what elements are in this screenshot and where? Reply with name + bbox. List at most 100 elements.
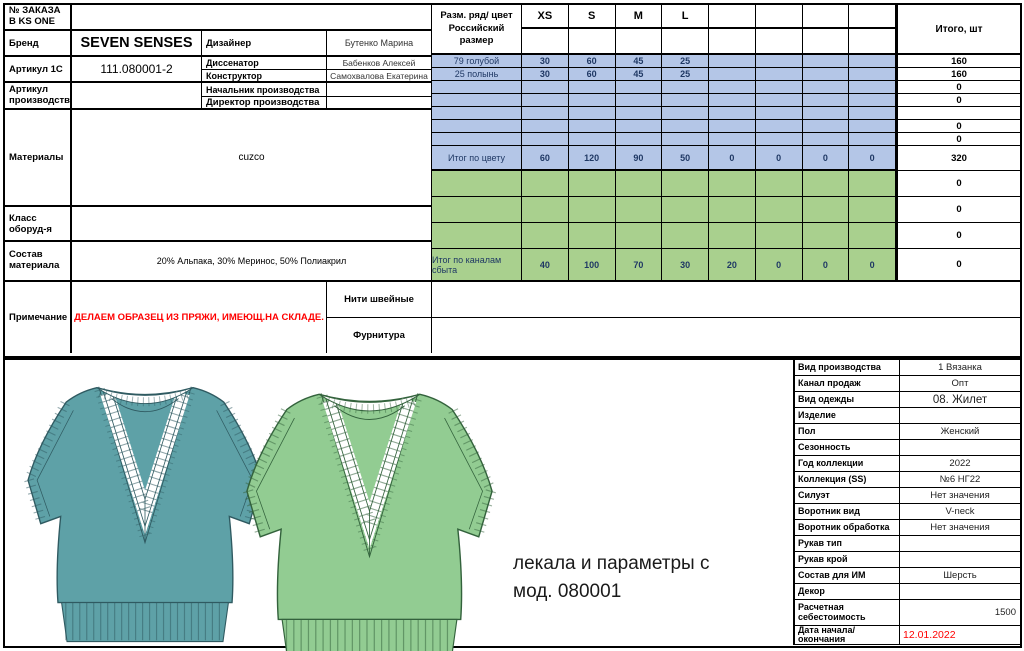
order-number-cell[interactable] [72, 5, 432, 31]
prod-director-value[interactable] [327, 97, 432, 110]
attribute-value[interactable] [900, 552, 1020, 567]
size-sub-cell[interactable] [755, 29, 803, 55]
channel-row-label[interactable] [432, 197, 522, 223]
attribute-value[interactable] [900, 440, 1020, 455]
fittings-value-cell[interactable] [432, 318, 1020, 353]
qty-cell[interactable] [802, 68, 850, 81]
qty-cell[interactable] [522, 223, 569, 249]
attribute-value[interactable]: Опт [951, 378, 969, 389]
qty-cell[interactable] [755, 68, 803, 81]
qty-cell[interactable] [802, 94, 850, 107]
qty-cell[interactable] [755, 120, 803, 133]
qty-cell[interactable] [568, 223, 616, 249]
qty-cell[interactable] [522, 171, 569, 197]
qty-cell[interactable] [802, 223, 850, 249]
qty-cell[interactable] [568, 120, 616, 133]
qty-cell[interactable] [709, 171, 756, 197]
qty-cell[interactable] [568, 171, 616, 197]
size-sub-cell[interactable] [802, 29, 850, 55]
qty-cell[interactable] [849, 133, 896, 146]
qty-cell[interactable] [568, 94, 616, 107]
color-row-label[interactable]: 79 голубой [432, 55, 522, 68]
qty-cell[interactable] [849, 171, 896, 197]
qty-cell[interactable] [709, 120, 756, 133]
qty-cell[interactable]: 30 [522, 68, 569, 81]
qty-cell[interactable] [615, 171, 663, 197]
constructor-value[interactable]: Самохвалова Екатерина [327, 70, 432, 83]
qty-cell[interactable]: 60 [568, 55, 616, 68]
composition-value[interactable]: 20% Альпака, 30% Меринос, 50% Полиакрил [72, 242, 432, 282]
qty-cell[interactable] [755, 133, 803, 146]
qty-cell[interactable] [755, 81, 803, 94]
qty-cell[interactable] [802, 171, 850, 197]
size-sub-cell[interactable] [662, 29, 709, 55]
color-row-label[interactable] [432, 107, 522, 120]
attribute-value[interactable] [900, 536, 1020, 551]
qty-cell[interactable] [615, 197, 663, 223]
designer-value[interactable]: Бутенко Марина [327, 31, 432, 57]
article-prod-value[interactable] [72, 83, 202, 110]
color-row-label[interactable] [432, 120, 522, 133]
qty-cell[interactable] [522, 94, 569, 107]
color-row-label[interactable] [432, 133, 522, 146]
color-row-label[interactable] [432, 94, 522, 107]
qty-cell[interactable] [662, 81, 709, 94]
qty-cell[interactable] [849, 68, 896, 81]
qty-cell[interactable] [615, 223, 663, 249]
qty-cell[interactable]: 30 [522, 55, 569, 68]
qty-cell[interactable] [615, 81, 663, 94]
qty-cell[interactable] [662, 120, 709, 133]
attribute-value[interactable]: 12.01.2022 [903, 629, 956, 641]
color-row-label[interactable]: 25 полынь [432, 68, 522, 81]
article-1c-value[interactable]: 111.080001-2 [72, 57, 202, 83]
qty-cell[interactable] [615, 120, 663, 133]
attribute-value[interactable] [900, 408, 1020, 423]
qty-cell[interactable] [615, 133, 663, 146]
size-sub-cell[interactable] [615, 29, 663, 55]
qty-cell[interactable]: 45 [615, 55, 663, 68]
qty-cell[interactable] [709, 68, 756, 81]
qty-cell[interactable] [522, 107, 569, 120]
threads-value-cell[interactable] [432, 282, 1020, 318]
qty-cell[interactable] [849, 94, 896, 107]
qty-cell[interactable] [755, 94, 803, 107]
brand-value[interactable]: SEVEN SENSES [72, 31, 202, 57]
materials-value[interactable]: cuzco [72, 110, 432, 207]
channel-row-label[interactable] [432, 171, 522, 197]
qty-cell[interactable] [709, 81, 756, 94]
qty-cell[interactable] [522, 133, 569, 146]
qty-cell[interactable] [802, 107, 850, 120]
size-sub-cell[interactable] [709, 29, 756, 55]
qty-cell[interactable] [568, 81, 616, 94]
qty-cell[interactable] [849, 223, 896, 249]
attribute-value[interactable]: V-neck [945, 506, 975, 517]
qty-cell[interactable] [849, 120, 896, 133]
qty-cell[interactable] [709, 107, 756, 120]
qty-cell[interactable] [522, 120, 569, 133]
qty-cell[interactable] [709, 197, 756, 223]
attribute-value[interactable] [900, 584, 1020, 599]
qty-cell[interactable] [709, 55, 756, 68]
dissenator-value[interactable]: Бабенков Алексей [327, 57, 432, 70]
qty-cell[interactable] [849, 107, 896, 120]
qty-cell[interactable] [662, 171, 709, 197]
note-value[interactable]: ДЕЛАЕМ ОБРАЗЕЦ ИЗ ПРЯЖИ, ИМЕЮЩ.НА СКЛАДЕ… [72, 282, 327, 353]
attribute-value[interactable]: 1 Вязанка [938, 362, 982, 373]
qty-cell[interactable] [615, 94, 663, 107]
qty-cell[interactable] [755, 107, 803, 120]
qty-cell[interactable] [568, 133, 616, 146]
qty-cell[interactable] [802, 81, 850, 94]
qty-cell[interactable]: 25 [662, 55, 709, 68]
qty-cell[interactable] [522, 197, 569, 223]
qty-cell[interactable] [662, 133, 709, 146]
equipment-class-value[interactable] [72, 207, 432, 242]
size-sub-cell[interactable] [849, 29, 896, 55]
qty-cell[interactable] [662, 197, 709, 223]
channel-row-label[interactable] [432, 223, 522, 249]
qty-cell[interactable] [802, 197, 850, 223]
qty-cell[interactable] [802, 120, 850, 133]
qty-cell[interactable] [662, 223, 709, 249]
prod-chief-value[interactable] [327, 83, 432, 97]
qty-cell[interactable]: 45 [615, 68, 663, 81]
qty-cell[interactable] [755, 55, 803, 68]
